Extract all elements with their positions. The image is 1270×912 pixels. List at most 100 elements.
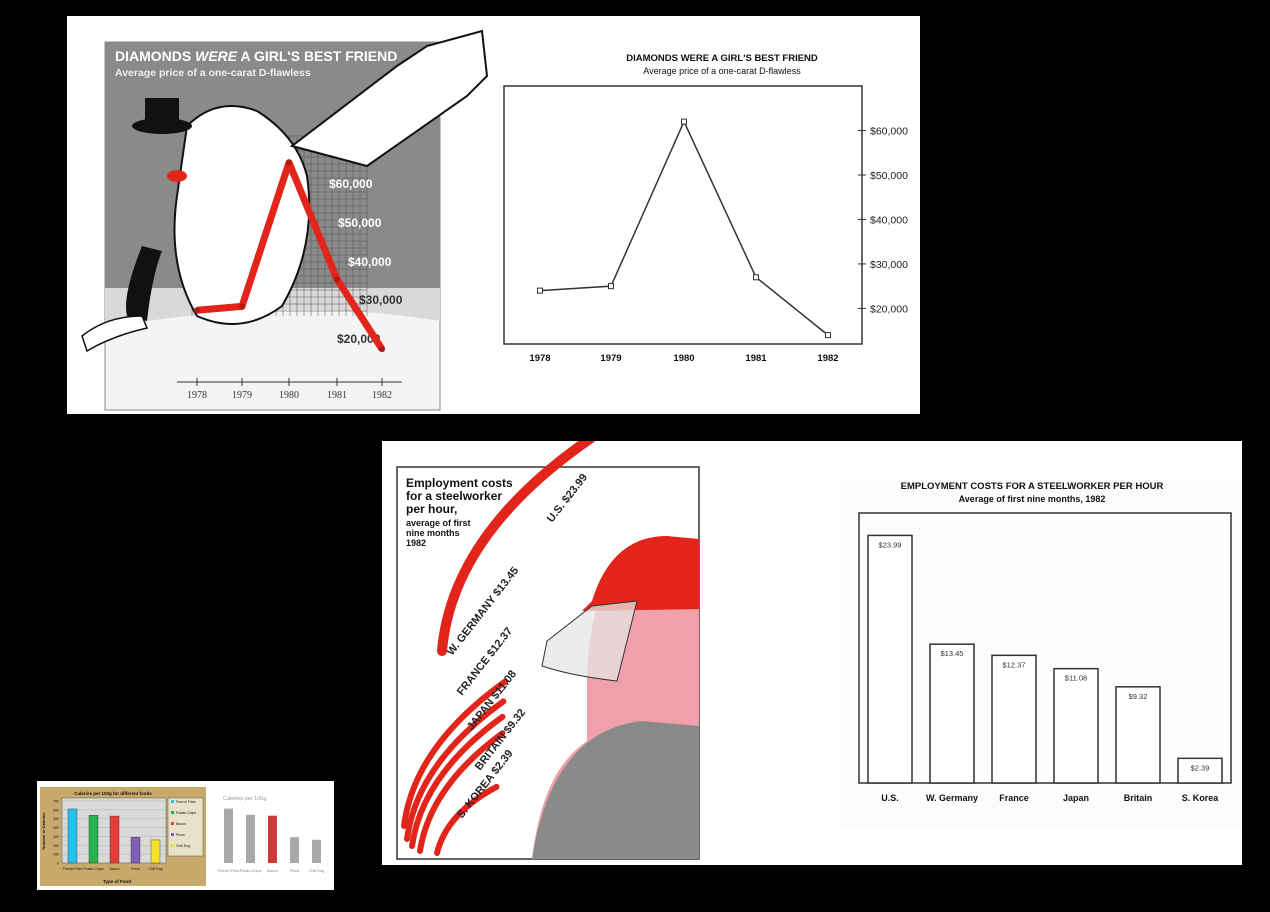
y-tick-label: $20,000 [870,303,908,315]
x-tick-label: Chili Dog [309,869,324,873]
y-tick-label: 100 [53,853,59,857]
bar [246,814,255,863]
x-tick-label: Pizza [290,869,300,873]
diamonds-illustrated-chart: DIAMONDS WERE A GIRL'S BEST FRIEND Avera… [81,29,908,411]
legend-swatch [171,822,174,825]
y-tick-label: $40,000 [870,214,908,226]
diamonds-panel: DIAMONDS WERE A GIRL'S BEST FRIEND Avera… [67,16,920,414]
x-tick-label: 1979 [232,390,252,401]
x-tick-label: Potato Chips [83,867,103,871]
data-point [681,118,687,125]
y-tick-label: 0 [57,862,59,866]
y-tick-label: 300 [53,835,59,839]
y-tick-label: $50,000 [870,170,908,182]
x-tick-label: Bacon [110,867,120,871]
top-hat [145,98,179,126]
x-axis-label: Type of Food [103,879,131,884]
legend-swatch [171,811,174,814]
illustration-subtitle: Average price of a one-carat D-flawless [115,67,311,79]
cost-streak [434,783,500,856]
bar [929,643,975,784]
y-tick-label: $30,000 [359,293,403,307]
data-point [239,303,245,310]
cost-streak [409,713,506,849]
bar [867,534,913,784]
legend-swatch [171,844,174,847]
cost-streak [404,698,507,842]
red-lips [167,170,187,182]
figure-silhouette [173,105,311,325]
cost-streak [401,678,509,829]
y-tick-label: 600 [53,808,59,812]
steelworker-panel: Employment costs for a steelworker per h… [382,441,1242,865]
steel-chart-svg: Employment costs for a steelworker per h… [396,441,1242,860]
x-tick-label: Chili Dog [148,867,162,871]
bar [991,654,1037,784]
x-tick-label: 1982 [372,390,392,401]
bar [268,815,277,863]
x-tick-label: Japan [1063,793,1089,803]
y-tick-label: $60,000 [329,177,373,191]
y-tick-label: 500 [53,817,59,821]
bar [224,808,233,863]
bar-value-label: $13.45 [941,649,964,658]
chart-title: EMPLOYMENT COSTS FOR A STEELWORKER PER H… [901,481,1164,492]
data-point [753,274,759,281]
y-tick-label: 200 [53,844,59,848]
bar-value-label: $11.08 [1065,674,1087,683]
legend-label: Potato Chips [176,811,196,815]
chart-subtitle: Average of first nine months, 1982 [959,494,1106,504]
x-tick-label: 1981 [745,353,767,364]
x-tick-label: 1979 [600,353,621,364]
data-line [539,119,829,336]
x-tick-label: 1978 [529,353,550,364]
illustration-title: DIAMONDS WERE A GIRL'S BEST FRIEND [115,48,397,64]
x-tick-label: French Fries [218,869,239,873]
y-tick-label: 400 [53,826,59,830]
x-tick-label: 1980 [279,390,299,401]
legend-label: Bacon [176,822,186,826]
bar [130,837,141,864]
x-tick-label: 1980 [673,353,694,364]
x-tick-label: Potato Chips [240,869,262,873]
legend-label: Pizza [176,833,185,837]
y-tick-label: 700 [53,800,59,804]
y-axis-label: Number of Calories [41,812,46,850]
cost-streak [437,441,596,656]
legend-label: French Fries [176,800,196,804]
bar-value-label: $23.99 [879,540,902,549]
cost-streak [417,730,506,854]
x-tick-label: 1978 [187,390,207,401]
data-point [334,276,340,283]
bar [67,808,78,864]
data-point [537,287,543,294]
x-tick-label: Pizza [131,867,140,871]
y-tick-label: $40,000 [348,255,392,269]
data-point [286,159,292,166]
chart-title: Calories per 100g for different foods [74,791,152,796]
legend-label: Chili Dog [176,844,190,848]
x-tick-label: France [999,793,1029,803]
illustration-subtitle: average of first nine months 1982 [406,518,473,548]
figure-glove [126,246,162,321]
x-tick-label: W. Germany [926,793,978,803]
x-tick-label: S. Korea [1182,793,1220,803]
x-tick-label: 1981 [327,390,347,401]
y-tick-label: $50,000 [338,216,382,230]
face-shield [541,600,638,682]
bar [109,815,120,864]
illustration-title: Employment costs for a steelworker per h… [406,476,516,516]
x-tick-label: U.S. [881,793,899,803]
chart-title: Calories per 100g [223,796,266,802]
y-tick-label: $30,000 [870,259,908,271]
data-point [608,283,614,290]
bar [1053,667,1099,784]
legend-swatch [171,800,174,803]
bar [150,839,161,864]
x-tick-label: French Fries [63,867,83,871]
data-point [194,307,200,314]
y-tick-label: $60,000 [870,125,908,137]
data-point [825,332,831,339]
bar-value-label: $12.37 [1003,660,1026,669]
bar [1177,757,1223,784]
